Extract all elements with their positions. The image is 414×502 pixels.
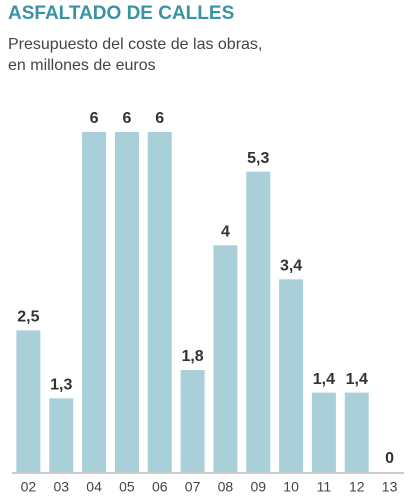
value-label: 1,4 [313,371,335,388]
bar [344,392,369,472]
bar [49,398,74,472]
x-tick-label: 11 [317,479,332,495]
x-tick-label: 03 [53,479,69,495]
value-label: 6 [90,110,99,127]
x-tick-label: 07 [185,479,201,495]
chart-subtitle: en millones de euros [8,57,156,74]
value-label: 1,4 [346,371,368,388]
value-label: 3,4 [280,258,302,275]
x-tick-label: 08 [218,479,234,495]
x-tick-label: 06 [152,479,168,495]
value-label: 5,3 [247,150,269,167]
value-label: 1,3 [50,377,72,394]
value-label: 6 [122,110,131,127]
value-label: 2,5 [17,309,39,326]
bar [311,392,336,472]
x-tick-label: 04 [86,479,102,495]
bar [246,171,271,472]
value-label: 0 [385,450,394,467]
value-label: 1,8 [181,348,203,365]
bar [114,132,139,472]
bar [82,132,107,472]
value-label: 4 [221,224,230,241]
bar [213,245,238,472]
chart-title: ASFALTADO DE CALLES [8,3,234,24]
chart-subtitle: Presupuesto del coste de las obras, [8,36,262,53]
x-tick-label: 13 [382,479,398,495]
bar [279,279,304,472]
x-tick-label: 10 [283,479,299,495]
x-tick-label: 09 [250,479,266,495]
value-label: 6 [155,110,164,127]
x-tick-label: 02 [21,479,37,495]
bar [147,132,172,472]
x-tick-label: 05 [119,479,135,495]
x-tick-label: 12 [349,479,365,495]
bar [16,330,41,472]
bar [180,370,205,472]
